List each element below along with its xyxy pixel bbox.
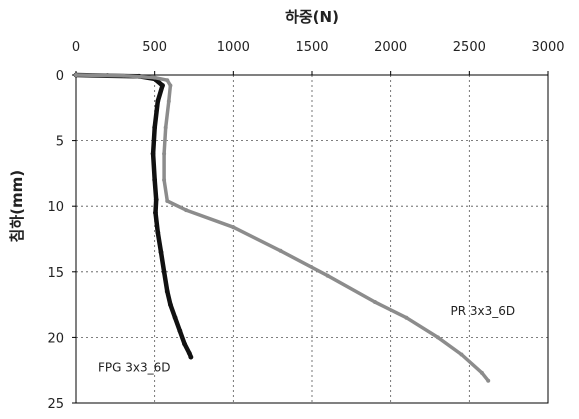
annotations: PR 3x3_6D FPG 3x3_6D	[98, 304, 515, 374]
data-point	[152, 75, 157, 80]
data-point	[152, 125, 158, 130]
y-tick-label: 20	[47, 331, 64, 346]
data-point	[188, 354, 194, 360]
data-point	[182, 341, 187, 347]
data-point	[121, 73, 126, 78]
y-tick-label: 10	[47, 200, 64, 215]
data-point	[158, 249, 164, 255]
data-point	[278, 248, 283, 253]
data-point	[231, 225, 236, 230]
data-point	[155, 98, 161, 104]
y-tick-label: 0	[56, 69, 64, 84]
data-point	[172, 315, 178, 321]
y-tick-label: 15	[47, 266, 64, 281]
data-point	[177, 328, 183, 334]
y-tick-label: 25	[47, 397, 64, 412]
x-axis-ticks: 0 500 1000 1500 2000 2500 3000	[72, 40, 565, 75]
data-point	[165, 78, 170, 83]
y-axis-title: 침하(mm)	[8, 170, 26, 243]
data-point	[153, 210, 158, 216]
data-point	[160, 83, 165, 88]
series-layer	[73, 72, 491, 383]
data-point	[162, 151, 167, 156]
data-point	[186, 350, 192, 356]
x-tick-label: 500	[142, 40, 167, 55]
data-point	[74, 73, 78, 77]
data-point	[325, 273, 330, 278]
data-point	[168, 302, 173, 307]
x-axis-title: 하중(N)	[285, 8, 339, 26]
data-point	[479, 370, 484, 375]
x-tick-label: 1000	[217, 40, 250, 55]
data-point	[168, 83, 173, 88]
data-point	[152, 177, 158, 183]
data-point	[404, 315, 409, 320]
data-point	[155, 230, 161, 235]
data-point	[165, 198, 170, 203]
data-point	[161, 269, 167, 275]
x-tick-label: 0	[72, 40, 80, 55]
data-point	[150, 151, 156, 157]
x-tick-label: 3000	[531, 40, 564, 55]
series-line	[73, 72, 194, 360]
data-point	[184, 208, 189, 213]
data-point	[372, 299, 377, 304]
x-tick-label: 1500	[295, 40, 328, 55]
data-point	[486, 378, 491, 383]
series-line	[74, 73, 490, 383]
series-annotation: FPG 3x3_6D	[98, 361, 171, 375]
gridlines	[76, 75, 548, 403]
data-point	[459, 352, 464, 357]
data-point	[153, 197, 159, 203]
data-point	[164, 289, 170, 294]
y-tick-label: 5	[56, 135, 64, 150]
plot-area	[75, 74, 549, 404]
data-point	[162, 177, 167, 182]
data-point	[435, 335, 440, 340]
series-annotation: PR 3x3_6D	[450, 304, 515, 318]
x-tick-label: 2500	[453, 40, 486, 55]
data-point	[163, 125, 168, 130]
data-point	[166, 99, 171, 104]
x-tick-label: 2000	[374, 40, 407, 55]
y-axis-ticks: 0 5 10 15 20 25	[47, 69, 76, 412]
